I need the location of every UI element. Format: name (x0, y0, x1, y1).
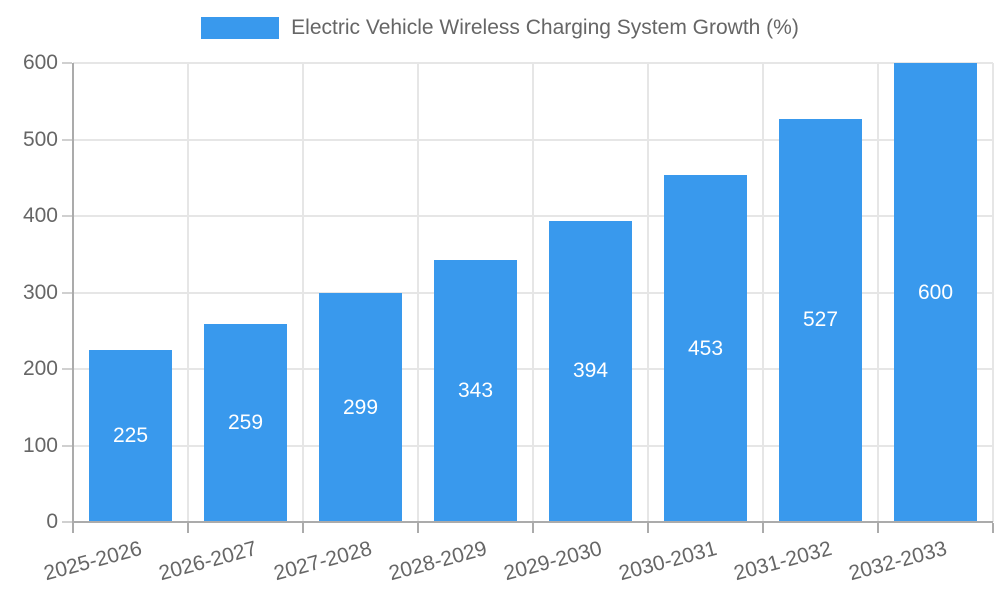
x-tick-mark (532, 523, 534, 533)
bar (779, 118, 862, 522)
bar-value-label: 394 (572, 359, 609, 383)
x-tick-mark (417, 523, 419, 533)
x-tick-mark (187, 523, 189, 533)
bar (319, 293, 402, 522)
gridline-vertical (417, 63, 419, 522)
bar (664, 175, 747, 522)
bar-value-label: 259 (227, 410, 264, 434)
x-tick-label: 2032-2033 (846, 537, 950, 586)
x-tick-label: 2029-2030 (501, 537, 605, 586)
x-tick-label: 2028-2029 (386, 537, 490, 586)
x-tick-label: 2026-2027 (156, 537, 260, 586)
legend-swatch (201, 17, 280, 39)
bar (204, 323, 287, 522)
y-tick-label: 500 (22, 127, 58, 151)
bar (894, 63, 977, 522)
x-tick-label: 2025-2026 (41, 537, 145, 586)
x-tick-mark (302, 523, 304, 533)
bar-value-label: 343 (457, 378, 494, 402)
y-tick-mark (62, 62, 72, 64)
y-tick-mark (62, 138, 72, 141)
bar-value-label: 299 (342, 395, 379, 419)
bar (549, 220, 632, 522)
bar-value-label: 527 (802, 308, 839, 332)
chart-legend[interactable]: Electric Vehicle Wireless Charging Syste… (0, 17, 1000, 39)
x-axis-line (73, 521, 993, 523)
x-tick-mark (72, 523, 74, 533)
bar (434, 259, 517, 522)
y-axis-line (72, 63, 74, 524)
x-tick-label: 2030-2031 (616, 537, 720, 586)
bar-value-label: 225 (112, 423, 149, 447)
gridline-vertical (762, 63, 764, 522)
bar-value-label: 453 (687, 336, 724, 360)
y-tick-mark (62, 291, 72, 294)
chart-title: Electric Vehicle Wireless Charging Syste… (291, 16, 799, 39)
y-tick-mark (62, 215, 72, 217)
y-tick-label: 300 (22, 280, 58, 304)
gridline-vertical (992, 63, 994, 522)
y-tick-label: 100 (22, 433, 58, 457)
gridline-vertical (532, 63, 534, 522)
bar-value-label: 600 (917, 280, 954, 304)
x-tick-mark (762, 523, 764, 533)
gridline-vertical (187, 63, 189, 522)
y-tick-label: 600 (22, 51, 58, 74)
x-tick-mark (992, 523, 994, 533)
gridline-vertical (302, 63, 304, 522)
y-tick-mark (62, 368, 72, 370)
x-tick-label: 2031-2032 (731, 537, 835, 586)
y-tick-mark (62, 444, 72, 447)
y-tick-label: 200 (22, 357, 58, 380)
gridline-vertical (647, 63, 649, 522)
bar (89, 349, 172, 522)
y-tick-label: 400 (22, 204, 58, 227)
x-tick-mark (647, 523, 649, 533)
gridline-vertical (877, 63, 879, 522)
x-tick-mark (877, 523, 879, 533)
y-tick-mark (62, 521, 72, 523)
y-tick-label: 0 (46, 510, 58, 533)
x-tick-label: 2027-2028 (271, 537, 375, 586)
